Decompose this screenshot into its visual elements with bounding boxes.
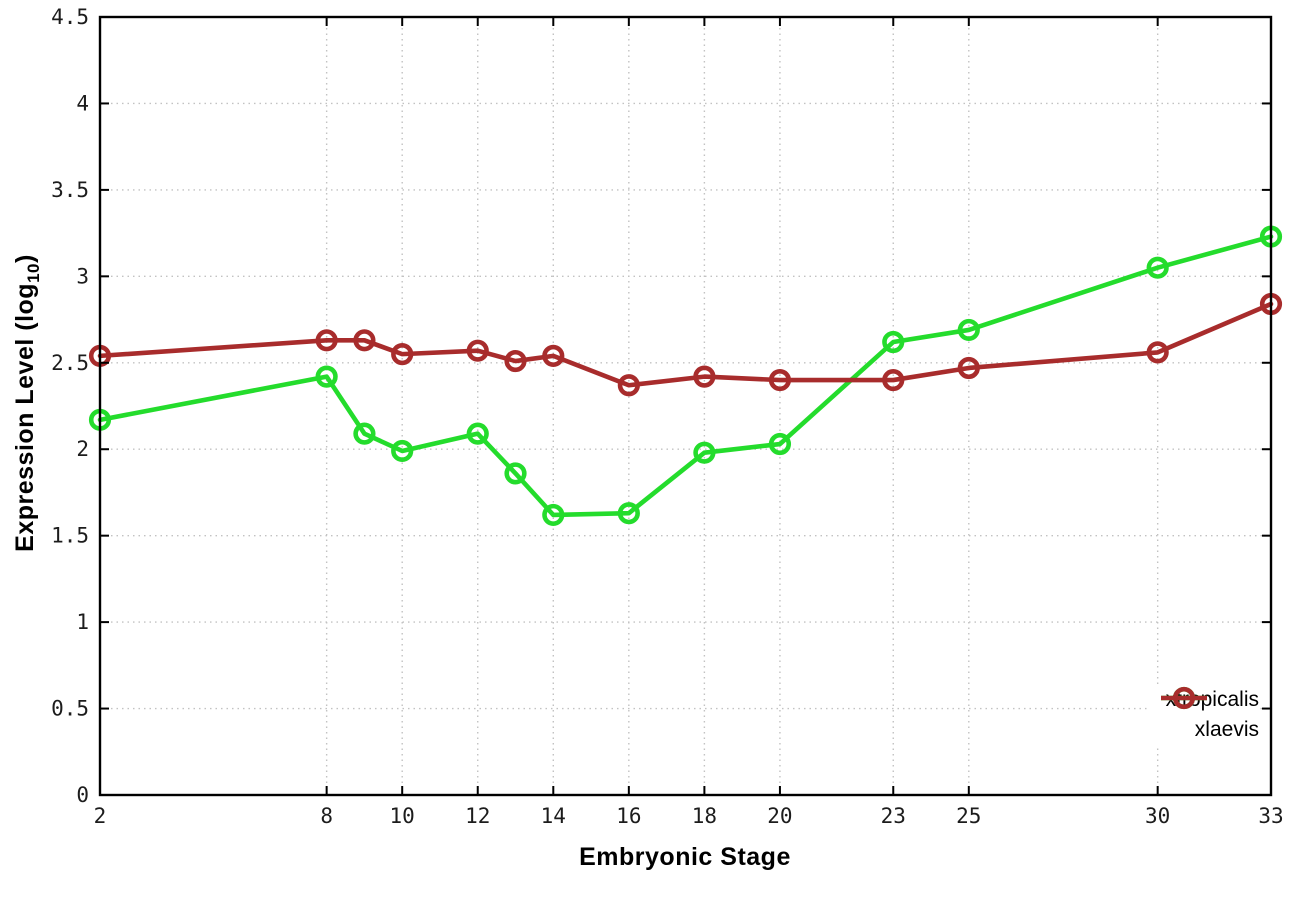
data-point-xtropicalis-stage-8 [315, 365, 338, 388]
x-tick-label: 8 [320, 804, 333, 828]
x-tick-label: 16 [616, 804, 641, 828]
y-axis-title-close: ) [11, 254, 39, 263]
data-point-xlaevis-stage-18 [693, 365, 716, 388]
data-point-xtropicalis-stage-9 [353, 422, 376, 445]
y-tick-label: 3.5 [51, 178, 89, 202]
y-tick-label: 2 [76, 437, 89, 461]
data-point-xlaevis-stage-9 [353, 329, 376, 352]
y-tick-label: 1 [76, 610, 89, 634]
x-tick-label: 10 [390, 804, 415, 828]
legend: xtropicalis xlaevis [1149, 684, 1259, 746]
series-line-xtropicalis [97, 234, 1274, 518]
data-point-xlaevis-stage-10 [391, 343, 414, 366]
x-axis-title: Embryonic Stage [579, 843, 791, 871]
data-point-xtropicalis-stage-16 [617, 502, 640, 525]
x-tick-label: 25 [956, 804, 981, 828]
y-tick-label: 4 [76, 91, 89, 115]
data-point-xtropicalis-stage-25 [957, 318, 980, 342]
y-tick-label: 2.5 [51, 351, 89, 375]
data-point-xtropicalis-stage-14 [542, 503, 565, 527]
x-tick-label: 20 [767, 804, 792, 828]
x-tick-label: 14 [541, 804, 566, 828]
data-point-xtropicalis-stage-12 [466, 422, 489, 445]
x-tick-label: 2 [94, 804, 107, 828]
legend-marker-xlaevis [1160, 686, 1207, 710]
y-tick-label: 4.5 [51, 5, 89, 29]
y-axis-title-text: Expression Level (log [11, 282, 39, 552]
plot-border [98, 15, 1273, 797]
y-axis-title-subscript: 10 [24, 263, 43, 283]
series-line-xlaevis [97, 301, 1274, 388]
data-point-xlaevis-stage-8 [315, 329, 338, 352]
x-tick-label: 18 [692, 804, 717, 828]
legend-label-xlaevis: xlaevis [1194, 718, 1259, 741]
data-point-xtropicalis-stage-30 [1146, 256, 1169, 279]
data-point-xlaevis-stage-20 [768, 368, 792, 392]
legend-item-xlaevis: xlaevis [1160, 686, 1259, 745]
data-point-xtropicalis-stage-13 [504, 462, 527, 485]
data-point-xlaevis-stage-14 [542, 344, 565, 367]
y-tick-label: 0.5 [51, 697, 89, 721]
data-point-xtropicalis-stage-20 [768, 432, 792, 456]
x-tick-label: 12 [465, 804, 490, 828]
y-axis-title: Expression Level (log10) [11, 153, 45, 653]
x-tick-label: 33 [1258, 804, 1283, 828]
x-tick-label: 23 [881, 804, 906, 828]
data-point-xtropicalis-stage-18 [693, 441, 716, 464]
data-point-xtropicalis-stage-23 [882, 330, 905, 354]
data-point-xlaevis-stage-25 [957, 356, 980, 380]
data-point-xlaevis-stage-30 [1146, 341, 1169, 364]
data-point-xlaevis-stage-13 [504, 349, 527, 373]
data-point-xlaevis-stage-23 [882, 368, 905, 392]
x-tick-label: 30 [1145, 804, 1170, 828]
y-tick-label: 0 [76, 783, 89, 807]
y-tick-label: 1.5 [51, 524, 89, 548]
data-point-xlaevis-stage-16 [617, 374, 640, 397]
data-point-xlaevis-stage-12 [466, 339, 489, 362]
data-point-xtropicalis-stage-10 [391, 439, 414, 463]
y-tick-label: 3 [76, 264, 89, 288]
